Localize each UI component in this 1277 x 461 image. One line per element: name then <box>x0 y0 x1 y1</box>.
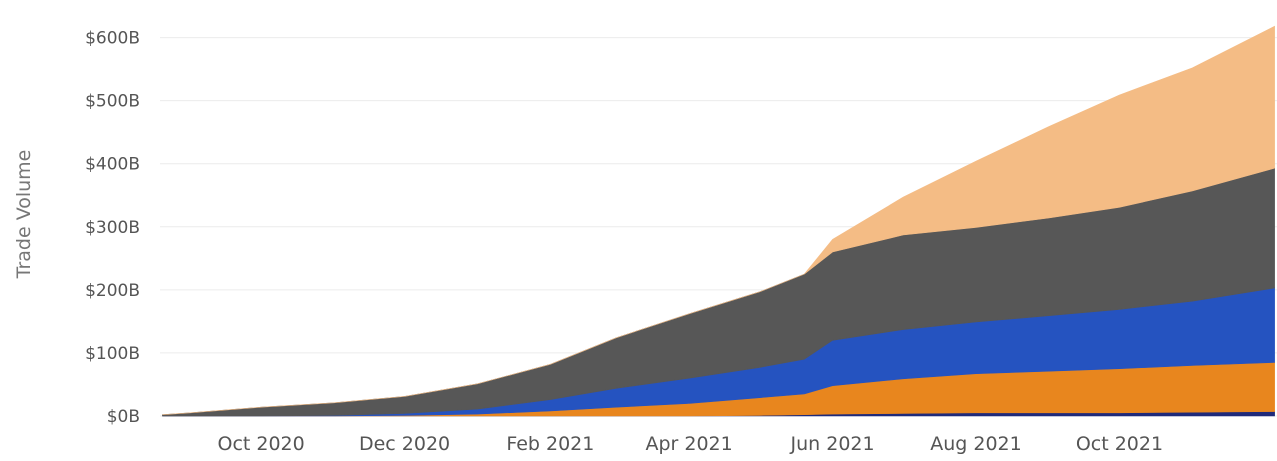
y-tick-label: $300B <box>85 218 140 238</box>
area-series-5 <box>162 25 1275 415</box>
area-series-group <box>162 25 1275 417</box>
y-axis-title: Trade Volume <box>13 150 35 280</box>
y-tick-label: $200B <box>85 281 140 301</box>
y-tick-label: $400B <box>85 155 140 175</box>
y-axis: $0B $100B $200B $300B $400B $500B $600B <box>85 29 140 427</box>
x-tick-label: Oct 2020 <box>217 433 304 455</box>
x-tick-label: Oct 2021 <box>1076 433 1163 455</box>
x-tick-label: Feb 2021 <box>506 433 594 455</box>
x-tick-label: Jun 2021 <box>790 433 875 455</box>
x-tick-label: Apr 2021 <box>645 433 732 455</box>
y-tick-label: $500B <box>85 92 140 112</box>
x-axis: Oct 2020 Dec 2020 Feb 2021 Apr 2021 Jun 2021… <box>217 433 1163 455</box>
x-tick-label: Aug 2021 <box>930 433 1022 455</box>
gridlines <box>160 37 1277 417</box>
y-tick-label: $600B <box>85 29 140 49</box>
y-tick-label: $100B <box>85 344 140 364</box>
y-tick-label: $0B <box>107 407 140 427</box>
x-tick-label: Dec 2020 <box>359 433 450 455</box>
